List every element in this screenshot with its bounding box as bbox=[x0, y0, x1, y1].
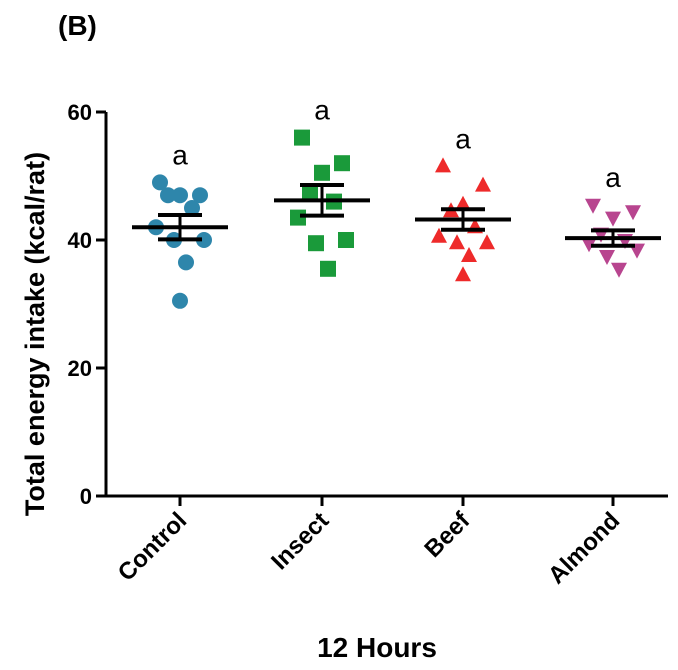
data-point-beef bbox=[431, 227, 447, 243]
data-point-control bbox=[152, 174, 168, 191]
y-tick-label: 0 bbox=[80, 484, 92, 509]
y-tick-label: 40 bbox=[68, 228, 92, 253]
x-tick-label: Almond bbox=[543, 507, 625, 589]
data-point-almond bbox=[605, 211, 621, 227]
data-point-beef bbox=[455, 266, 471, 282]
data-point-beef bbox=[475, 176, 491, 192]
data-point-control bbox=[172, 292, 188, 309]
data-point-insect bbox=[302, 184, 318, 200]
significance-letter: a bbox=[605, 162, 621, 193]
y-tick-label: 60 bbox=[68, 100, 92, 125]
data-point-insect bbox=[334, 155, 350, 172]
data-point-beef bbox=[455, 195, 471, 211]
data-point-control bbox=[178, 254, 194, 271]
significance-letter: a bbox=[455, 123, 471, 154]
data-point-control bbox=[160, 187, 176, 204]
data-point-beef bbox=[461, 247, 477, 262]
panel-label: (B) bbox=[58, 10, 97, 41]
data-point-control bbox=[172, 187, 188, 204]
data-point-control bbox=[192, 187, 208, 204]
data-point-insect bbox=[320, 260, 336, 277]
x-tick-label: Beef bbox=[419, 506, 476, 563]
data-point-control bbox=[184, 200, 200, 216]
x-tick-label: Insect bbox=[266, 507, 334, 575]
data-point-almond bbox=[625, 205, 641, 221]
x-tick-label: Control bbox=[113, 507, 192, 586]
data-point-control bbox=[196, 232, 212, 248]
data-point-insect bbox=[314, 164, 330, 181]
data-point-insect bbox=[290, 209, 306, 226]
data-point-insect bbox=[294, 129, 310, 146]
significance-letter: a bbox=[314, 95, 330, 126]
data-point-beef bbox=[449, 234, 465, 250]
data-point-beef bbox=[435, 157, 451, 173]
significance-letter: a bbox=[172, 139, 188, 170]
data-point-insect bbox=[338, 232, 354, 248]
y-axis-title: Total energy intake (kcal/rat) bbox=[20, 152, 50, 516]
data-point-insect bbox=[308, 235, 324, 252]
data-point-almond bbox=[585, 198, 601, 214]
x-axis-title: 12 Hours bbox=[317, 632, 437, 663]
data-point-almond bbox=[581, 237, 597, 253]
data-point-beef bbox=[479, 234, 495, 250]
data-point-almond bbox=[611, 262, 627, 278]
data-point-almond bbox=[599, 250, 615, 265]
y-tick-label: 20 bbox=[68, 356, 92, 381]
